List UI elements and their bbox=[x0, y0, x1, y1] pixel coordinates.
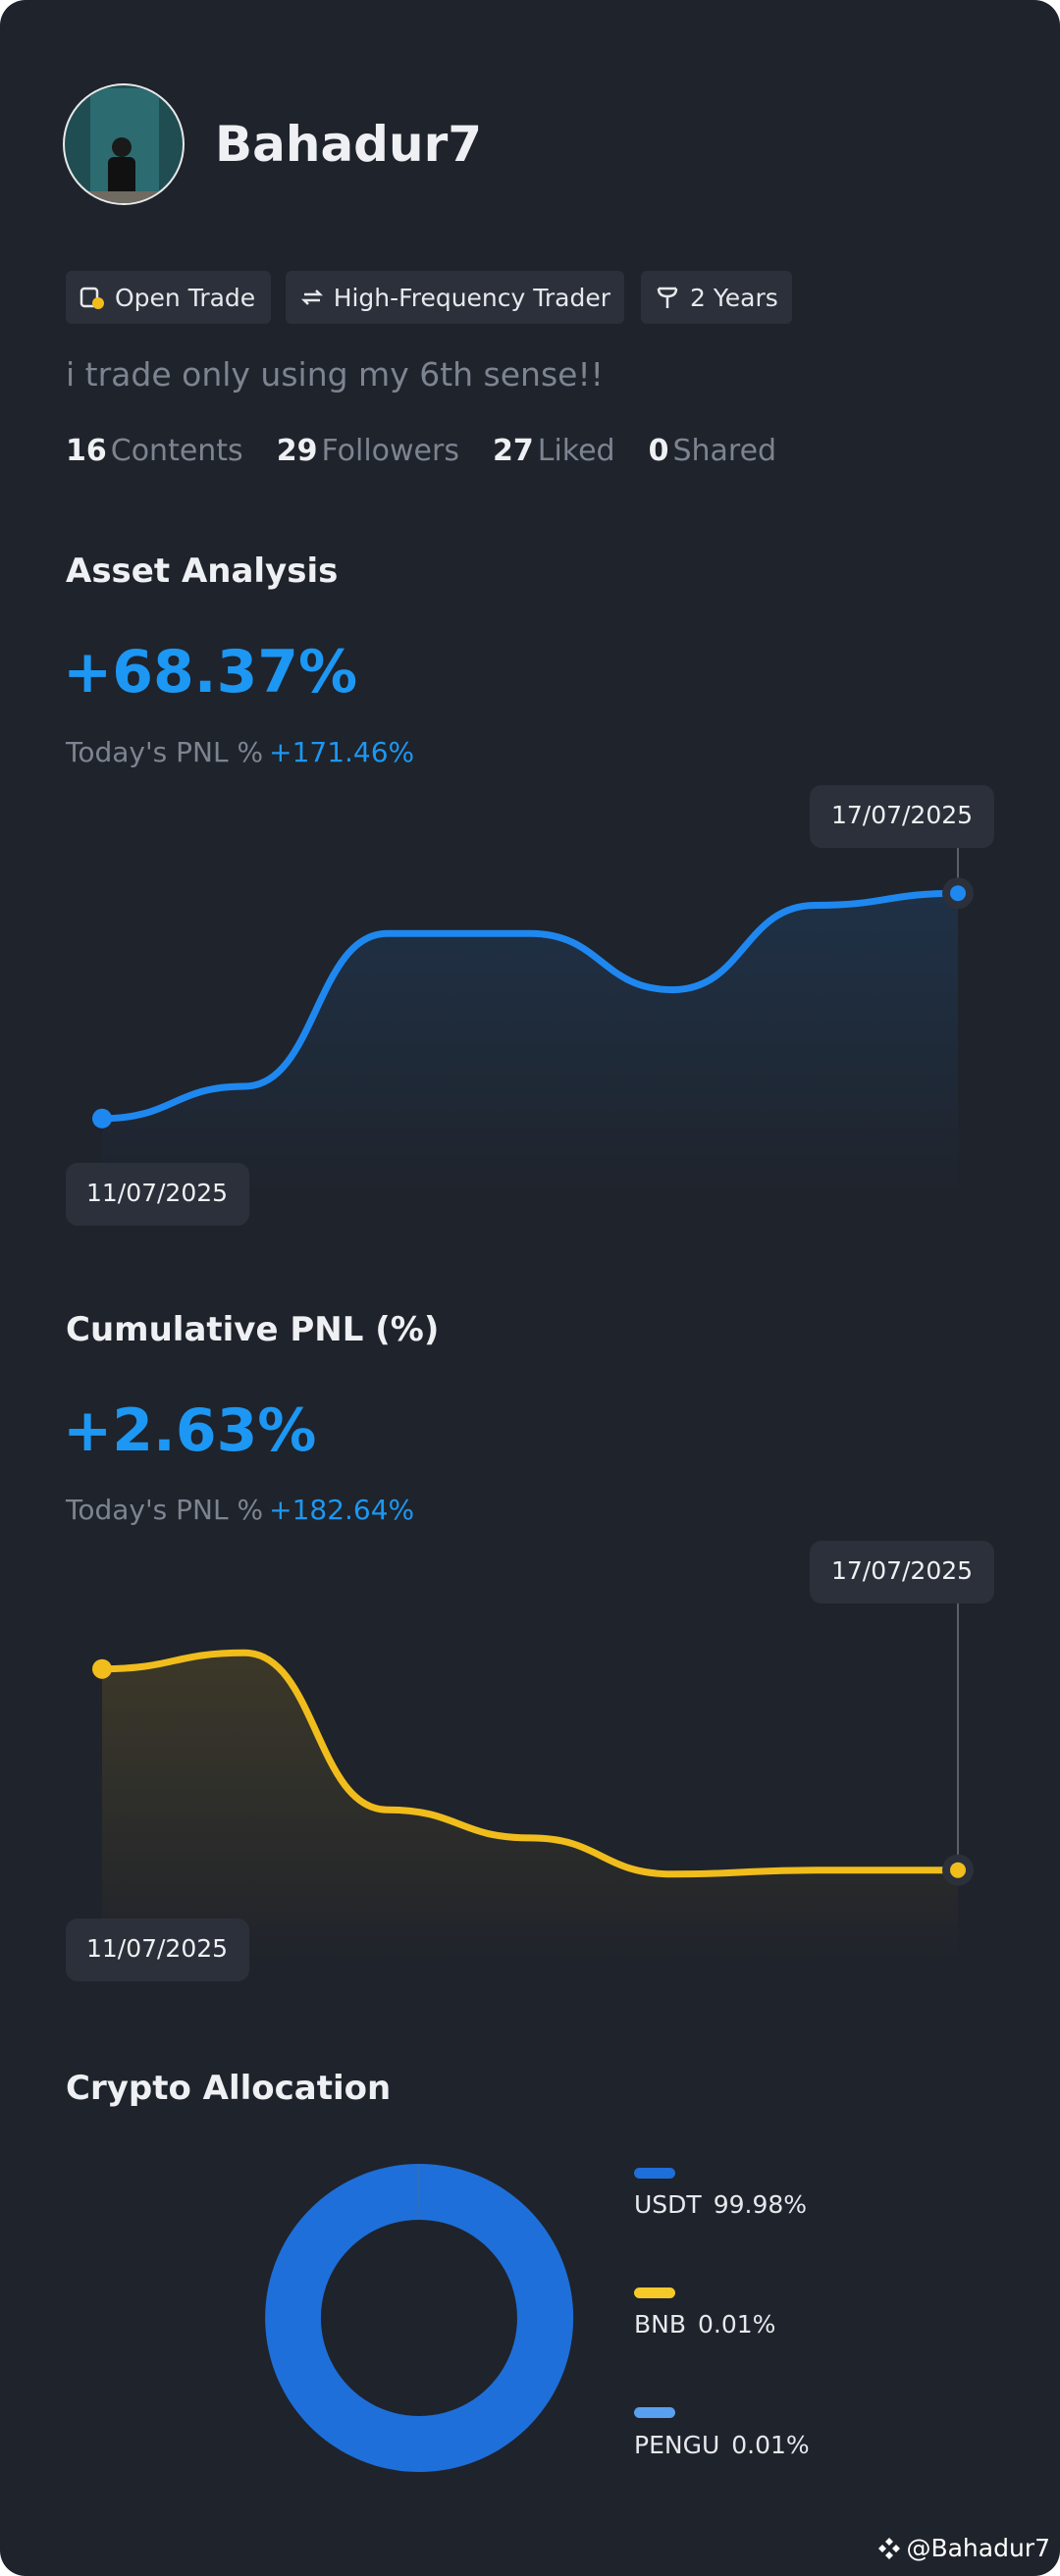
point bbox=[92, 1658, 112, 1679]
stat-label: Liked bbox=[537, 434, 615, 468]
stat-count: 16 bbox=[66, 434, 107, 468]
tag-label: Open Trade bbox=[115, 283, 256, 312]
tag[interactable]: Open Trade bbox=[66, 271, 271, 324]
stat-count: 29 bbox=[276, 434, 318, 468]
line bbox=[98, 1649, 962, 1878]
tag-icon bbox=[80, 287, 104, 309]
date-label-box bbox=[66, 1163, 249, 1226]
point bbox=[92, 1108, 112, 1129]
line bbox=[98, 889, 962, 1123]
tag-icon bbox=[300, 289, 324, 305]
tag[interactable]: High-Frequency Trader bbox=[286, 271, 624, 324]
legend-swatch bbox=[634, 2287, 675, 2298]
today-pnl-value: +171.46% bbox=[269, 736, 415, 768]
date-label: 17/07/2025 bbox=[831, 801, 973, 829]
section-title: Crypto Allocation bbox=[66, 2069, 392, 2108]
point bbox=[950, 1862, 966, 1878]
legend-label: USDT bbox=[634, 2190, 702, 2219]
today-pnl: Today's PNL % +182.64% bbox=[66, 1494, 414, 1526]
watermark-icon bbox=[878, 2537, 901, 2559]
point bbox=[950, 885, 966, 902]
legend-entry: PENGU 0.01% bbox=[634, 2431, 810, 2459]
area bbox=[102, 893, 958, 1207]
stat-count: 0 bbox=[648, 434, 669, 468]
headline-value: +68.37% bbox=[63, 638, 358, 707]
date-label-box bbox=[810, 1541, 994, 1603]
legend-label: PENGU bbox=[634, 2431, 720, 2459]
bio: i trade only using my 6th sense!! bbox=[66, 355, 604, 394]
area bbox=[102, 1653, 958, 1963]
headline-value: +2.63% bbox=[63, 1396, 317, 1465]
watermark-text: @Bahadur7 bbox=[906, 2534, 1050, 2562]
legend-entry: BNB 0.01% bbox=[634, 2310, 775, 2339]
legend-swatch bbox=[634, 2407, 675, 2418]
today-pnl-value: +182.64% bbox=[269, 1494, 415, 1526]
stat-label: Shared bbox=[672, 434, 777, 468]
stat[interactable]: 0 Shared bbox=[649, 434, 777, 468]
legend-value: 0.01% bbox=[698, 2310, 776, 2339]
today-pnl-label: Today's PNL % bbox=[66, 1494, 264, 1526]
date-label: 11/07/2025 bbox=[86, 1934, 228, 1963]
date-label-box bbox=[66, 1919, 249, 1981]
section-title: Cumulative PNL (%) bbox=[66, 1310, 440, 1349]
stats: 16 Contents 29 Followers 27 Liked 0 Shared bbox=[66, 434, 776, 468]
stat-label: Followers bbox=[321, 434, 459, 468]
legend-value: 0.01% bbox=[731, 2431, 810, 2459]
tag-label: 2 Years bbox=[690, 283, 778, 312]
date-label: 11/07/2025 bbox=[86, 1179, 228, 1207]
stat-label: Contents bbox=[110, 434, 243, 468]
tag-label: High-Frequency Trader bbox=[333, 283, 610, 312]
today-pnl: Today's PNL % +171.46% bbox=[66, 736, 414, 768]
stat-count: 27 bbox=[492, 434, 534, 468]
stat[interactable]: 27 Liked bbox=[493, 434, 615, 468]
donut-slice bbox=[265, 2163, 574, 2472]
user-name: Bahadur7 bbox=[215, 116, 483, 173]
date-label-box bbox=[810, 785, 994, 848]
legend-entry: USDT 99.98% bbox=[634, 2190, 807, 2219]
avatar bbox=[63, 83, 185, 205]
stat[interactable]: 16 Contents bbox=[66, 434, 243, 468]
legend-label: BNB bbox=[634, 2310, 687, 2339]
tag-icon bbox=[657, 287, 678, 308]
watermark: @Bahadur7 bbox=[876, 2534, 1050, 2562]
date-label: 17/07/2025 bbox=[831, 1556, 973, 1585]
stat[interactable]: 29 Followers bbox=[277, 434, 459, 468]
section-title: Asset Analysis bbox=[66, 552, 339, 591]
tag[interactable]: 2 Years bbox=[641, 271, 792, 324]
today-pnl-label: Today's PNL % bbox=[66, 736, 264, 768]
legend-value: 99.98% bbox=[713, 2190, 808, 2219]
legend-swatch bbox=[634, 2168, 675, 2179]
